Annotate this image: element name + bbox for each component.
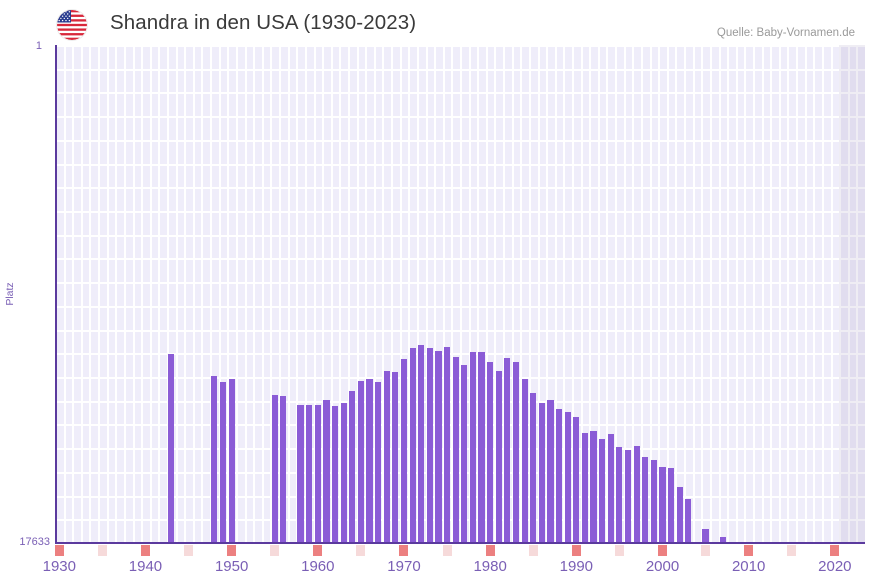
bar-1984 <box>521 379 528 543</box>
y-axis-top-tick-label: 1 <box>35 40 42 52</box>
bar-1986 <box>538 403 545 543</box>
bar-1995 <box>616 446 623 543</box>
x-tick-mark-1970 <box>399 545 409 556</box>
bar-1974 <box>435 350 442 543</box>
x-tick-label-2000: 2000 <box>645 558 680 575</box>
x-tick-mark-1935 <box>97 545 107 556</box>
us-flag-icon <box>57 10 87 40</box>
x-tick-mark-1990 <box>571 545 581 556</box>
bar-1978 <box>469 352 476 543</box>
bar-1949 <box>219 382 227 543</box>
bar-1985 <box>530 393 537 543</box>
x-tick-label-1940: 1940 <box>128 558 163 575</box>
x-tick-mark-1980 <box>485 545 495 556</box>
bar-2005 <box>702 528 709 543</box>
bar-1983 <box>512 362 520 543</box>
bar-1967 <box>375 382 382 543</box>
x-tick-mark-1940 <box>140 545 150 556</box>
bar-1976 <box>452 356 459 543</box>
x-tick-mark-2005 <box>701 545 711 556</box>
x-tick-label-1980: 1980 <box>473 558 507 575</box>
x-tick-mark-1965 <box>356 545 366 556</box>
bar-1970 <box>400 359 408 543</box>
page-title: Shandra in den USA (1930-2023) <box>110 11 417 34</box>
bar-1971 <box>409 348 416 543</box>
x-tick-mark-1975 <box>442 545 452 556</box>
bar-1992 <box>590 431 597 543</box>
bar-2007 <box>719 536 726 543</box>
bar-1959 <box>306 404 313 543</box>
x-tick-label-2010: 2010 <box>731 558 766 575</box>
x-tick-mark-1930 <box>54 545 64 556</box>
bar-1968 <box>383 370 390 543</box>
bar-1964 <box>349 390 356 543</box>
bar-1988 <box>555 408 563 543</box>
bar-1991 <box>581 432 589 543</box>
bar-1997 <box>633 445 640 543</box>
bar-2003 <box>685 499 692 543</box>
bar-1956 <box>280 396 287 543</box>
x-tick-mark-2015 <box>787 545 797 556</box>
x-tick-mark-1960 <box>313 545 323 556</box>
x-tick-mark-1955 <box>270 545 280 556</box>
bar-1981 <box>495 370 502 543</box>
x-tick-mark-1995 <box>614 545 624 556</box>
bar-1961 <box>323 400 330 543</box>
x-tick-mark-2010 <box>744 545 754 556</box>
bar-1977 <box>461 365 468 543</box>
bar-1969 <box>392 372 399 543</box>
bar-1979 <box>478 352 485 543</box>
bar-1994 <box>607 434 614 543</box>
bar-1989 <box>564 411 571 543</box>
bar-2000 <box>659 466 666 543</box>
bar-2002 <box>676 486 683 543</box>
x-tick-mark-2000 <box>658 545 667 556</box>
y-axis-bottom-tick-label: 17633 <box>19 536 50 548</box>
bar-series <box>55 45 865 543</box>
x-tick-mark-1945 <box>184 545 194 556</box>
chart-header: Shandra in den USA (1930-2023) Quelle: B… <box>0 0 873 44</box>
bar-1999 <box>650 459 657 543</box>
bar-1982 <box>504 358 511 543</box>
x-tick-mark-1985 <box>528 545 538 556</box>
bar-2001 <box>668 468 675 543</box>
bar-1943 <box>168 353 175 543</box>
y-axis-line <box>55 45 57 543</box>
x-tick-mark-2020 <box>830 545 840 556</box>
x-tick-label-1990: 1990 <box>559 558 594 575</box>
x-tick-label-1930: 1930 <box>42 558 76 575</box>
bar-1990 <box>573 417 580 543</box>
bar-1972 <box>418 345 425 543</box>
x-tick-mark-1950 <box>227 545 237 556</box>
x-tick-label-1950: 1950 <box>214 558 249 575</box>
source-label: Quelle: Baby-Vornamen.de <box>716 27 855 39</box>
bar-1973 <box>426 348 433 543</box>
bar-1966 <box>366 379 373 543</box>
bar-1962 <box>331 406 339 543</box>
bar-1963 <box>340 403 347 543</box>
bar-1980 <box>487 362 494 543</box>
bar-1998 <box>642 456 649 543</box>
bar-1975 <box>443 346 451 543</box>
grid-lines <box>55 45 865 543</box>
x-tick-label-2020: 2020 <box>818 558 852 575</box>
bar-1987 <box>547 400 554 543</box>
bar-1996 <box>624 449 632 543</box>
bar-1948 <box>211 376 218 543</box>
x-axis-line <box>55 542 865 544</box>
x-tick-label-1970: 1970 <box>387 558 421 575</box>
x-tick-label-1960: 1960 <box>301 558 335 575</box>
bar-1958 <box>297 404 304 543</box>
bar-1950 <box>228 379 235 543</box>
bar-1993 <box>599 438 606 543</box>
bar-1955 <box>271 394 278 543</box>
bar-1965 <box>357 380 364 543</box>
bar-1960 <box>314 404 321 543</box>
